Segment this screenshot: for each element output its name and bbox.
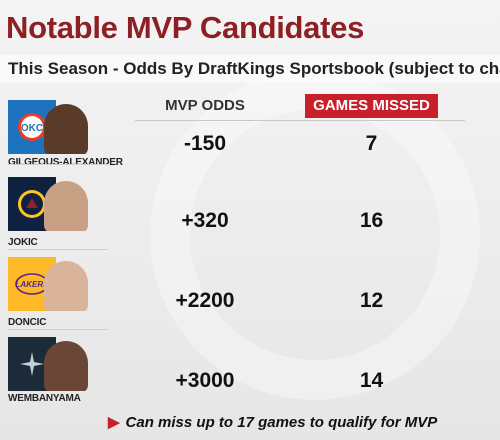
- candidate-row: OKC GILGEOUS-ALEXANDER -150 7: [0, 100, 500, 182]
- row-divider: [8, 249, 108, 250]
- candidate-row: WEMBANYAMA +3000 14: [0, 337, 500, 419]
- player-headshot: [44, 181, 88, 231]
- mvp-odds-value: -150: [183, 132, 227, 155]
- candidate-row: JOKIC +320 16: [0, 177, 500, 259]
- svg-text:OKC: OKC: [21, 123, 43, 134]
- games-missed-value: 16: [359, 209, 384, 232]
- footnote-text: Can miss up to 17 games to qualify for M…: [125, 414, 438, 431]
- player-name: WEMBANYAMA: [8, 393, 81, 404]
- player-headshot: [44, 341, 88, 391]
- row-divider: [8, 164, 108, 165]
- player-headshot: [44, 261, 88, 311]
- header-divider: [135, 120, 465, 121]
- mvp-odds-value: +3000: [175, 369, 235, 392]
- mvp-odds-value: +2200: [175, 289, 235, 312]
- games-missed-value: 12: [359, 289, 384, 312]
- svg-text:LAKERS: LAKERS: [16, 280, 50, 289]
- row-divider: [8, 329, 108, 330]
- games-missed-header: GAMES MISSED: [305, 94, 438, 118]
- qualification-footnote: ▶ Can miss up to 17 games to qualify for …: [108, 413, 437, 431]
- player-headshot: [44, 104, 88, 154]
- mvp-odds-value: +320: [181, 209, 229, 232]
- page-title: Notable MVP Candidates: [6, 10, 365, 45]
- player-name: DONCIC: [8, 317, 47, 328]
- mvp-odds-header: MVP ODDS: [165, 97, 245, 114]
- player-name: GILGEOUS-ALEXANDER: [8, 157, 123, 168]
- games-missed-value: 14: [359, 369, 384, 392]
- player-name: JOKIC: [8, 237, 38, 248]
- games-missed-value: 7: [365, 132, 378, 155]
- play-arrow-icon: ▶: [108, 414, 120, 431]
- candidate-row: LAKERS DONCIC +2200 12: [0, 257, 500, 339]
- denver-nuggets-logo-icon: [8, 177, 56, 231]
- player-tile: LAKERS: [8, 257, 88, 311]
- player-tile: OKC: [8, 100, 88, 154]
- player-tile: [8, 177, 88, 231]
- player-tile: [8, 337, 88, 391]
- subtitle: This Season - Odds By DraftKings Sportsb…: [0, 55, 500, 83]
